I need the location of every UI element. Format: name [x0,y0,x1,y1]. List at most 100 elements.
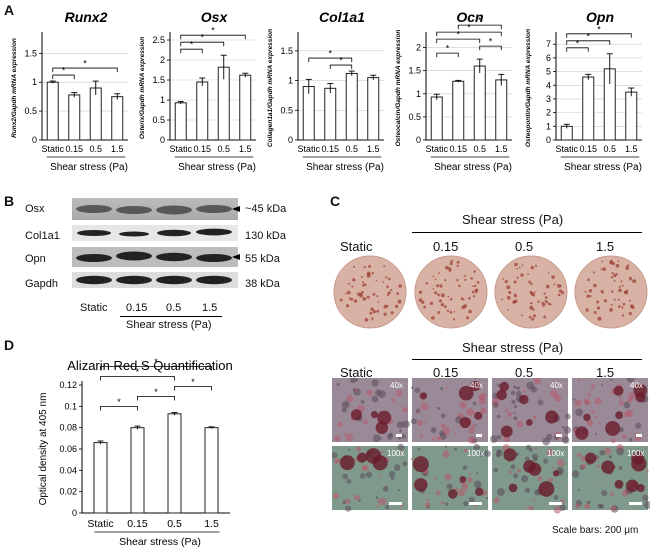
cell-cluster [598,422,602,425]
mineral-nodule [561,291,565,295]
y-tick-label: 2 [160,55,165,65]
cell-cluster [365,471,373,478]
y-tick-label: 0 [160,135,165,145]
category-label: Static [555,144,578,154]
cell-cluster [446,483,453,490]
cell-cluster [379,474,382,478]
y-tick-label: 7 [546,39,551,49]
stain-col-05: 0.5 [515,239,534,254]
significance-bracket [180,48,203,54]
cell-cluster [435,490,441,496]
mineral-nodule [544,296,548,300]
y-axis-label: Optical density at 405 nm [38,393,49,506]
mineral-nodule [621,284,624,287]
x-axis-label: Shear stress (Pa) [50,162,128,173]
cell-cluster [437,406,441,410]
category-label: 0.15 [449,144,467,154]
mineral-nodule [387,291,391,295]
cell-cluster [334,458,341,464]
mineral-nodule [376,309,380,313]
ocn-chart: Ocn 0 0.5 1 1.5 2 Osteocalcin/Gapdh mRNA expre… [395,9,512,173]
mineral-nodule [621,306,624,309]
bar [89,87,102,141]
cell-cluster [444,448,448,452]
cell-cluster [516,420,524,428]
significance-star: * [154,357,158,367]
mineral-nodule [362,297,367,301]
mineral-nodule [624,290,629,295]
cell-cluster [542,458,549,464]
y-tick-label: 0.08 [59,423,77,433]
cell-cluster [610,378,613,381]
cell-cluster [332,452,338,459]
cell-cluster [371,395,379,403]
y-tick-label: 1.5 [408,66,421,76]
mineral-nodule [423,305,427,309]
cell-cluster [446,426,450,430]
cell-cluster [516,468,521,473]
mineral-nodule [458,284,461,288]
category-label: 1.5 [111,144,124,154]
mineral-deposit [377,410,392,425]
mineral-deposit [625,479,639,493]
cell-cluster [577,378,581,382]
cell-cluster [359,473,366,479]
mineral-nodule [611,290,614,293]
mineral-nodule [443,305,447,309]
y-tick-label: 1.5 [280,46,293,56]
mineral-nodule [618,286,621,289]
y-tick-label: 1 [288,76,293,86]
mineral-nodule [584,290,587,293]
mineral-deposit [584,452,597,464]
cell-cluster [618,466,623,470]
mineral-nodule [587,278,590,282]
cell-cluster [530,386,538,393]
scale-bar [629,502,642,505]
cell-cluster [547,385,551,388]
mineral-nodule [527,273,529,275]
mineral-nodule [601,291,604,294]
mineral-nodule [350,297,354,301]
cell-cluster [388,470,396,478]
mineral-nodule [383,265,386,268]
mineral-deposit [552,470,560,477]
cell-cluster [390,398,395,403]
cell-cluster [608,454,613,459]
cell-cluster [454,447,457,451]
mineral-deposit [412,456,429,473]
cell-cluster [580,463,587,469]
significance-bracket [436,52,459,58]
cell-cluster [337,422,343,428]
scale-bar [469,502,482,505]
mineral-nodule [520,314,523,317]
cell-cluster [504,408,509,413]
cell-cluster [493,497,500,504]
category-label: 0.15 [127,518,148,530]
mineral-nodule [375,279,378,282]
significance-bracket [100,406,138,411]
cell-cluster [332,382,334,386]
mineral-nodule [473,270,476,273]
significance-star: * [489,37,493,47]
mineral-deposit [583,413,591,422]
significance-star: * [339,56,343,66]
mineral-deposit [613,385,624,396]
mineral-nodule [628,299,631,302]
mineral-deposit [459,476,467,483]
mineral-nodule [448,267,452,271]
mineral-deposit [470,380,481,392]
cell-cluster [438,378,441,380]
bar [167,413,182,514]
mineral-nodule [541,301,545,305]
cell-cluster [381,450,384,454]
cell-cluster [511,399,516,404]
mineral-deposit [496,389,507,401]
mineral-deposit [458,385,474,401]
mineral-nodule [390,288,393,292]
stain-col2-05: 0.5 [515,365,534,380]
x-axis-label: Shear stress (Pa) [434,162,512,173]
mineral-nodule [516,276,519,279]
mineral-nodule [543,292,546,295]
cell-cluster [457,488,466,497]
mineral-nodule [632,279,637,284]
